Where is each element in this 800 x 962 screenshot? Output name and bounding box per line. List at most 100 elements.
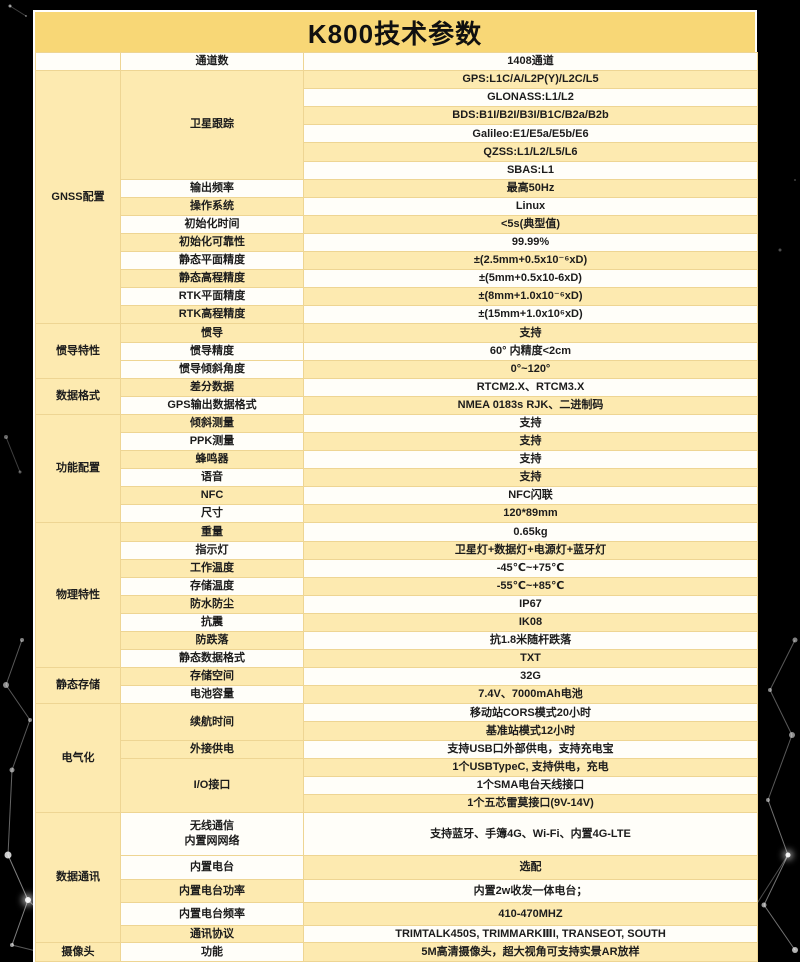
parameter-cell: 静态数据格式 [120,649,304,669]
value-cell: IP67 [303,594,758,614]
parameter-cell: 功能 [120,941,304,962]
value-cell: 支持蓝牙、手簿4G、Wi-Fi、内置4G-LTE [303,811,758,856]
spec-row: 惯导特性 惯导 支持 [35,323,758,379]
value-cell: BDS:B1I/B2I/B3I/B1C/B2a/B2b [303,106,758,126]
spec-row: 物理特性 重量 0.65kg [35,522,758,669]
parameter-cell: 操作系统 [120,196,304,216]
parameter-cell: 指示灯 [120,540,304,560]
value-cell: 1个USBTypeC, 支持供电，充电 [303,757,758,777]
value-cell: ±(2.5mm+0.5x10⁻⁶xD) [303,251,758,271]
value-cell: 支持 [303,431,758,452]
value-cell: 支持 [303,413,758,433]
value-cell: 5M高清摄像头，超大视角可支持实景AR放样 [303,941,758,962]
spec-row: 操作系统 Linux [36,196,758,216]
value-cell: 99.99% [303,232,758,253]
value-cell: -45℃~+75℃ [303,558,758,578]
spec-row: 摄像头 功能 5M高清摄像头，超大视角可支持实景AR放样 [35,941,758,962]
spec-row: 通道数 1408通道 [35,51,758,72]
value-cell: 1408通道 [303,51,758,72]
spec-row: RTK高程精度 ±(15mm+1.0x10⁶xD) [36,305,758,325]
value-cell: 移动站CORS模式20小时 [303,703,758,723]
spec-row: 外接供电 支持USB口外部供电，支持充电宝 [36,739,758,759]
parameter-cell: 静态高程精度 [120,269,304,289]
parameter-cell: 静态平面精度 [120,251,304,271]
value-cell: TXT [303,649,758,669]
spec-row: GPS输出数据格式 NMEA 0183s RJK、二进制码 [36,395,758,415]
parameter-cell: I/O接口 [120,757,304,813]
spec-row: 尺寸 120*89mm [36,504,758,524]
parameter-cell: 惯导倾斜角度 [120,359,304,379]
spec-row: 1个五芯雷莫接口(9V-14V) [36,793,758,813]
spec-row: 1个SMA电台天线接口 [36,775,758,795]
spec-row: GLONASS:L1/L2 [36,88,758,108]
value-cell: 基准站模式12小时 [303,721,758,741]
parameter-cell: 抗震 [120,612,304,633]
parameter-cell: 防跌落 [120,630,304,651]
spec-row: 静态数据格式 TXT [36,649,758,669]
table-title: K800技术参数 [35,12,755,52]
spec-table-body: 通道数 1408通道 GNSS配置 卫星跟踪 GPS:L1C/A/L2P(Y)/L2C/… [35,51,758,962]
value-cell: 410-470MHZ [303,901,758,926]
value-cell: 卫星灯+数据灯+电源灯+蓝牙灯 [303,540,758,560]
parameter-cell: NFC [120,486,304,506]
parameter-cell: 外接供电 [120,739,304,759]
spec-row: 惯导倾斜角度 0°~120° [36,359,758,379]
spec-row: 内置电台功率 内置2w收发一体电台； [36,878,758,903]
parameter-cell: 内置电台 [120,854,304,880]
value-cell: TRIMTALK450S, TRIMMARKⅢI, TRANSEOT, SOUT… [303,924,758,943]
value-cell: 120*89mm [303,504,758,524]
parameter-cell: 工作温度 [120,558,304,578]
category-cell: 功能配置 [35,413,121,524]
value-cell: 最高50Hz [303,178,758,198]
parameter-cell: 卫星跟踪 [120,70,304,180]
value-cell: ±(8mm+1.0x10⁻⁶xD) [303,287,758,307]
value-cell: 支持 [303,450,758,470]
spec-row: 功能配置 倾斜测量 支持 [35,413,758,524]
parameter-cell: 通道数 [120,51,304,72]
spec-row: 指示灯 卫星灯+数据灯+电源灯+蓝牙灯 [36,540,758,560]
value-cell: 60° 内精度<2cm [303,341,758,361]
spec-row: 输出频率 最高50Hz [36,178,758,198]
value-cell: NFC闪联 [303,486,758,506]
parameter-cell: 惯导 [120,323,304,343]
category-cell: 静态存储 [35,667,121,705]
parameter-cell: 初始化时间 [120,214,304,234]
value-cell: 1个五芯雷莫接口(9V-14V) [303,793,758,813]
value-cell: 0°~120° [303,359,758,379]
spec-row: 语音 支持 [36,468,758,488]
value-cell: 选配 [303,854,758,880]
spec-row: BDS:B1I/B2I/B3I/B1C/B2a/B2b [36,106,758,126]
value-cell: ±(15mm+1.0x10⁶xD) [303,305,758,325]
value-cell: 支持 [303,468,758,488]
category-cell: 电气化 [35,703,121,813]
spec-row: 电气化 续航时间 移动站CORS模式20小时 [35,703,758,813]
parameter-cell: 倾斜测量 [120,413,304,433]
spec-row: Galileo:E1/E5a/E5b/E6 [36,124,758,144]
category-cell [35,51,121,72]
spec-row: I/O接口 1个USBTypeC, 支持供电，充电 [36,757,758,813]
spec-row: PPK测量 支持 [36,431,758,452]
parameter-cell: 无线通信 内置网网络 [120,811,304,856]
parameter-cell: 电池容量 [120,685,304,705]
parameter-cell: RTK高程精度 [120,305,304,325]
value-cell: 支持USB口外部供电，支持充电宝 [303,739,758,759]
spec-row: 数据通讯 无线通信 内置网网络 支持蓝牙、手簿4G、Wi-Fi、内置4G-LTE [35,811,758,943]
parameter-cell: 通讯协议 [120,924,304,943]
spec-row: 初始化时间 <5s(典型值) [36,214,758,234]
parameter-cell: 存储空间 [120,667,304,687]
value-cell: NMEA 0183s RJK、二进制码 [303,395,758,415]
spec-row: RTK平面精度 ±(8mm+1.0x10⁻⁶xD) [36,287,758,307]
spec-table: 通道数 1408通道 GNSS配置 卫星跟踪 GPS:L1C/A/L2P(Y)/L2C/… [35,51,758,962]
spec-row: 静态平面精度 ±(2.5mm+0.5x10⁻⁶xD) [36,251,758,271]
spec-row: 内置电台频率 410-470MHZ [36,901,758,926]
spec-row: 工作温度 -45℃~+75℃ [36,558,758,578]
spec-row: 静态高程精度 ±(5mm+0.5x10-6xD) [36,269,758,289]
value-cell: <5s(典型值) [303,214,758,234]
value-cell: 1个SMA电台天线接口 [303,775,758,795]
parameter-cell: 存储温度 [120,576,304,596]
parameter-cell: 续航时间 [120,703,304,741]
spec-row: GNSS配置 卫星跟踪 GPS:L1C/A/L2P(Y)/L2C/L5 [35,70,758,325]
category-cell: GNSS配置 [35,70,121,325]
value-cell: 0.65kg [303,522,758,542]
